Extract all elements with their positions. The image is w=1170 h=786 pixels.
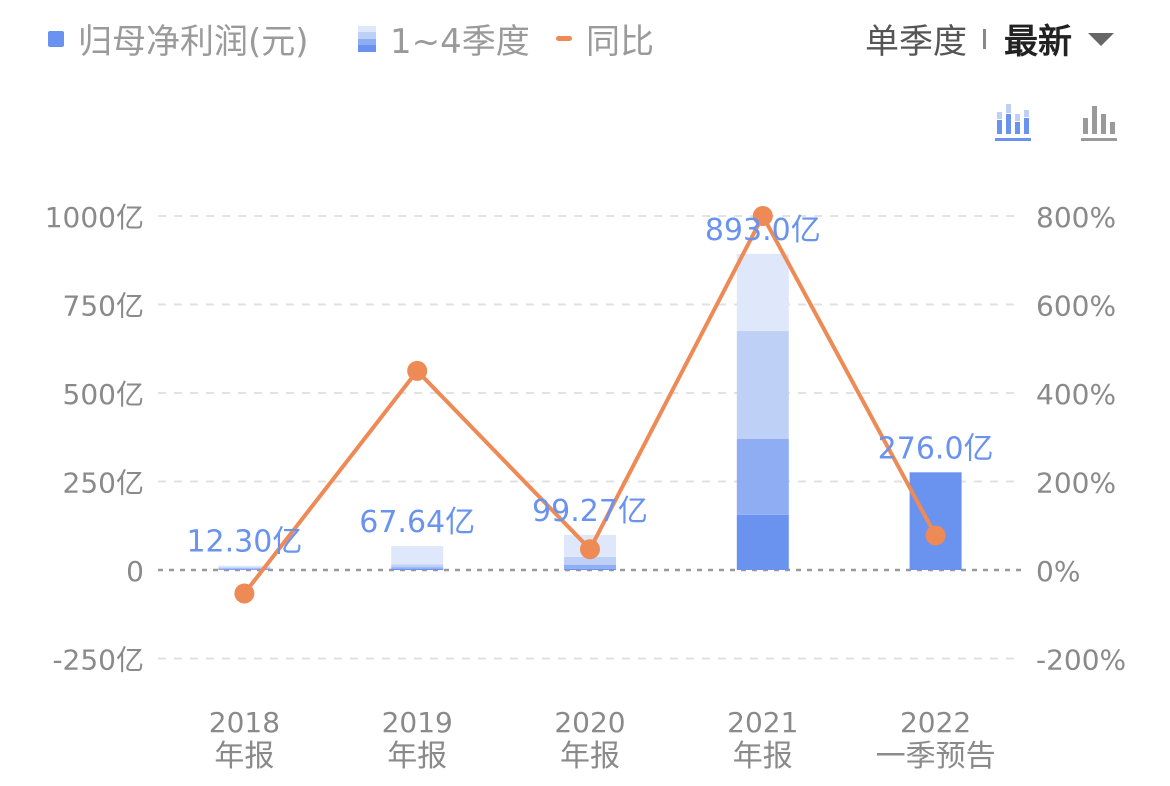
bar-segment-2022-q1 [909, 472, 962, 570]
yoy-point-2022 [925, 525, 946, 546]
x-tick-period: 年报 [733, 739, 793, 774]
period-mode-label[interactable]: 单季度 [865, 22, 967, 62]
legend-label-quarters: 1~4季度 [390, 22, 530, 62]
y-left-tick-label: 1000亿 [45, 201, 144, 234]
legend-net-profit[interactable]: 归母净利润(元) [48, 14, 309, 63]
y-left-tick-label: 750亿 [63, 290, 144, 323]
x-tick-period: 年报 [214, 739, 274, 774]
legend-swatch-yoy [556, 36, 572, 41]
period-divider [983, 28, 986, 49]
bar-value-label: 893.0亿 [705, 213, 821, 248]
yoy-point-2019 [407, 360, 428, 381]
bar-value-label: 67.64亿 [359, 505, 475, 540]
yoy-line-layer [234, 206, 946, 604]
bar-segment-2019-q1 [391, 568, 444, 570]
x-tick-period: 年报 [387, 739, 447, 774]
x-tick-year: 2021 [727, 706, 798, 739]
period-selector[interactable]: 单季度 最新 [865, 14, 1114, 63]
bar-segment-2018-q3 [218, 567, 271, 569]
bar-segment-2019-q4 [391, 546, 444, 565]
y-axis-right: 800% 600% 400% 200% 0% -200% [1036, 201, 1126, 677]
bar-value-label: 276.0亿 [878, 431, 994, 466]
bar-segment-2018-q1 [218, 569, 271, 570]
legend-quarters[interactable]: 1~4季度 [358, 14, 530, 63]
legend-label-net-profit: 归母净利润(元) [78, 22, 309, 62]
y-right-tick-label: 600% [1036, 290, 1116, 323]
bar-segment-2019-q3 [391, 564, 444, 568]
stacked-bar-chart-icon[interactable] [994, 100, 1034, 144]
x-tick-period: 一季预告 [876, 739, 996, 774]
legend-label-yoy: 同比 [586, 22, 654, 62]
yoy-point-2021 [752, 206, 773, 226]
y-left-tick-label: 500亿 [63, 378, 144, 411]
y-right-tick-label: 400% [1036, 378, 1116, 411]
period-selected-value[interactable]: 最新 [1004, 22, 1072, 62]
chevron-down-icon[interactable] [1088, 33, 1114, 46]
bar-value-label: 99.27亿 [532, 494, 648, 529]
yoy-point-2018 [234, 583, 255, 604]
bar-chart-icon[interactable] [1080, 100, 1120, 144]
x-tick-year: 2020 [554, 706, 625, 739]
y-axis-left: 1000亿 750亿 500亿 250亿 0 -250亿 [45, 201, 144, 677]
x-tick-period: 年报 [560, 739, 620, 774]
y-right-tick-label: 200% [1036, 467, 1116, 500]
bar-segment-2021-q3 [736, 331, 789, 440]
y-right-tick-label: 0% [1036, 555, 1080, 588]
value-labels-layer: 12.30亿 67.64亿 99.27亿 893.0亿 276.0亿 [186, 213, 993, 560]
y-left-tick-label: 0 [126, 555, 144, 588]
bars-layer [218, 253, 962, 570]
bar-segment-2020-q2 [564, 564, 616, 569]
x-tick-year: 2019 [382, 706, 453, 739]
bar-value-label: 12.30亿 [186, 525, 302, 560]
legend-swatch-quarters [358, 25, 376, 52]
y-left-tick-label: 250亿 [63, 467, 144, 500]
y-right-tick-label: -200% [1036, 644, 1126, 677]
bar-segment-2018-q4 [218, 565, 271, 568]
legend-yoy[interactable]: 同比 [556, 14, 654, 63]
bar-segment-2020-q3 [564, 556, 616, 565]
chart-legend: 归母净利润(元) 1~4季度 同比 单季度 最新 [0, 0, 1170, 80]
x-tick-year: 2018 [209, 706, 280, 739]
y-left-tick-label: -250亿 [52, 644, 144, 677]
bar-segment-2020-q1 [564, 568, 616, 570]
y-right-tick-label: 800% [1036, 201, 1116, 234]
x-tick-year: 2022 [900, 706, 971, 739]
bar-segment-2021-q1 [736, 514, 789, 570]
bar-segment-2018-q2 [218, 568, 271, 570]
yoy-point-2020 [580, 539, 600, 560]
bar-segment-2019-q2 [391, 567, 444, 569]
bar-segment-2021-q4 [736, 253, 789, 332]
legend-swatch-net-profit [48, 30, 64, 47]
bar-segment-2021-q2 [736, 439, 789, 515]
